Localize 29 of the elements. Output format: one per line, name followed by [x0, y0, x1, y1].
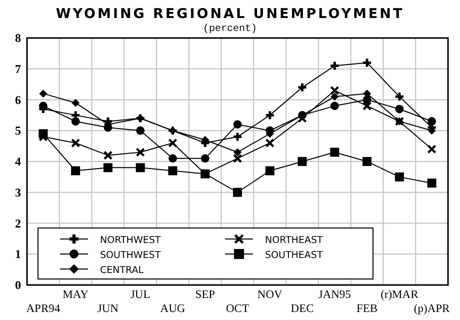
legend-label: NORTHEAST — [265, 235, 323, 246]
legend-label: CENTRAL — [100, 265, 144, 276]
x-tick-label: MAY — [62, 289, 90, 301]
y-tick-label: 8 — [15, 31, 21, 45]
chart-subtitle: (percent) — [202, 23, 258, 35]
y-tick-label: 3 — [15, 185, 21, 200]
chart-title: WYOMING REGIONAL UNEMPLOYMENT — [56, 6, 404, 22]
x-tick-label: (r)MAR — [380, 289, 419, 301]
x-tick-label: APR94 — [26, 303, 60, 315]
x-tick-label: SEP — [195, 289, 216, 301]
legend-label: NORTHWEST — [100, 235, 161, 246]
x-tick-label: FEB — [356, 303, 378, 315]
y-tick-label: 6 — [15, 92, 21, 107]
y-tick-label: 7 — [15, 62, 21, 76]
legend-label: SOUTHWEST — [100, 250, 161, 261]
y-tick-label: 0 — [15, 278, 21, 292]
y-tick-label: 5 — [15, 124, 21, 138]
legend-label: SOUTHEAST — [265, 250, 323, 261]
y-tick-label: 2 — [15, 216, 21, 230]
x-tick-label: JUL — [130, 289, 150, 301]
x-tick-label: AUG — [160, 303, 186, 315]
x-tick-label: DEC — [290, 303, 314, 315]
x-tick-label: OCT — [226, 303, 249, 315]
y-tick-label: 1 — [15, 247, 21, 262]
x-tick-label: JAN95 — [318, 289, 352, 301]
x-tick-label: (p)APR — [414, 303, 450, 315]
x-tick-label: NOV — [257, 289, 284, 301]
x-tick-label: JUN — [97, 303, 120, 315]
y-tick-label: 4 — [15, 154, 21, 168]
